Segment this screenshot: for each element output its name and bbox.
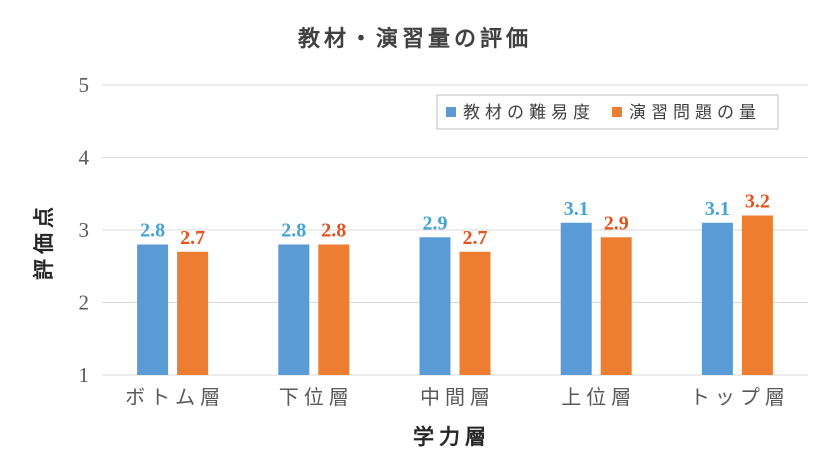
- bar-material-difficulty: [419, 237, 451, 375]
- bar-exercise-amount: [741, 215, 773, 375]
- x-axis-title: 学力層: [413, 425, 491, 449]
- y-tick-label: 1: [79, 363, 90, 387]
- y-tick-label: 2: [79, 291, 90, 315]
- x-axis-ticks: ボトム層 下位層 中間層 上位層 トップ層: [125, 386, 790, 409]
- legend-label-material-difficulty: 教材の難易度: [463, 103, 595, 122]
- data-label-exercise-amount: 2.7: [180, 227, 205, 249]
- y-tick-label: 4: [79, 146, 90, 170]
- x-tick-label: ボトム層: [125, 386, 225, 409]
- bar-material-difficulty: [701, 222, 733, 375]
- bar-material-difficulty: [560, 222, 592, 375]
- data-label-material-difficulty: 3.1: [564, 198, 589, 220]
- x-tick-label: 中間層: [420, 386, 495, 409]
- data-label-material-difficulty: 2.9: [423, 212, 448, 234]
- legend-swatch-material-difficulty: [446, 107, 456, 117]
- x-tick-label: 上位層: [561, 386, 636, 409]
- legend-swatch-exercise-amount: [612, 107, 622, 117]
- data-label-exercise-amount: 2.9: [604, 212, 629, 234]
- bar-exercise-amount: [318, 244, 350, 375]
- x-tick-label: 下位層: [279, 386, 354, 409]
- data-label-exercise-amount: 3.2: [745, 191, 770, 213]
- data-label-material-difficulty: 3.1: [705, 198, 730, 220]
- bars: [137, 215, 773, 375]
- bar-exercise-amount: [600, 237, 632, 375]
- data-labels: 2.8 2.7 2.8 2.8 2.9 2.7 3.1 2.9 3.1 3.2: [140, 191, 770, 249]
- legend-label-exercise-amount: 演習問題の量: [629, 103, 761, 122]
- y-axis-ticks: 1 2 3 4 5: [79, 73, 90, 387]
- bar-material-difficulty: [137, 244, 169, 375]
- legend-box: [436, 94, 779, 130]
- gridlines: [102, 84, 808, 376]
- y-axis-title: 評価点: [32, 202, 56, 280]
- y-tick-label: 5: [79, 73, 90, 97]
- data-label-exercise-amount: 2.8: [321, 220, 346, 242]
- data-label-material-difficulty: 2.8: [140, 220, 165, 242]
- legend: 教材の難易度 演習問題の量: [436, 94, 779, 130]
- chart-title: 教材・演習量の評価: [298, 26, 532, 52]
- y-tick-label: 3: [79, 218, 90, 242]
- bar-material-difficulty: [278, 244, 310, 375]
- bar-exercise-amount: [177, 251, 209, 375]
- x-tick-label: トップ層: [690, 387, 790, 409]
- data-label-exercise-amount: 2.7: [463, 227, 488, 249]
- data-label-material-difficulty: 2.8: [281, 220, 306, 242]
- bar-exercise-amount: [459, 251, 491, 375]
